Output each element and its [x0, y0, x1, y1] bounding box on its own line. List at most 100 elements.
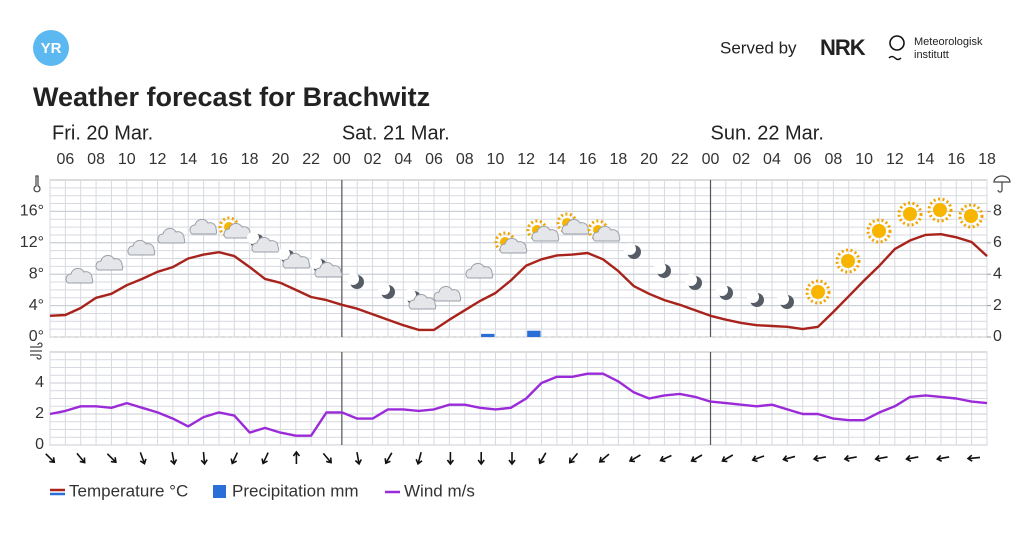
y-tick-label: 0 — [35, 436, 44, 453]
wind-arrow-shaft — [354, 451, 363, 466]
cloud-icon — [408, 293, 437, 310]
sun-icon — [835, 248, 861, 274]
cloud-icon — [189, 218, 218, 235]
served-by: Served by — [720, 38, 797, 57]
page-title: Weather forecast for Brachwitz — [33, 82, 430, 112]
x-tick-label: 08 — [824, 151, 842, 168]
moon-icon — [716, 284, 728, 296]
institute-name[interactable]: institutt — [914, 49, 949, 61]
cloud-icon — [465, 262, 494, 279]
wind-arrow-shaft — [170, 451, 178, 466]
wind-arrow-shaft — [812, 454, 827, 463]
cloud-icon — [65, 267, 94, 284]
data-line — [49, 233, 988, 332]
x-tick-label: 22 — [302, 151, 320, 168]
y-tick-label: 12° — [20, 234, 44, 251]
institute-logo[interactable] — [889, 35, 905, 51]
wind-arrow — [935, 454, 950, 463]
wind-arrow — [690, 454, 703, 463]
wind-arrow — [874, 454, 888, 463]
x-tick-label: 08 — [456, 151, 474, 168]
x-tick-label: 04 — [763, 151, 781, 168]
wind-arrow-shaft — [292, 450, 301, 464]
x-tick-label: 20 — [640, 151, 658, 168]
wind-arrow — [477, 452, 485, 466]
y-tick-label: 8° — [29, 265, 44, 282]
x-tick-label: 10 — [487, 151, 505, 168]
legend-label: Temperature °C — [69, 481, 188, 500]
y-tick-label: 4° — [29, 297, 44, 314]
x-tick-label: 16 — [579, 151, 597, 168]
wind-arrow — [966, 454, 981, 462]
wind-arrow — [139, 452, 147, 465]
y-tick-label: 16° — [20, 203, 44, 220]
cloud-icon — [499, 237, 528, 254]
x-tick-label: 10 — [118, 151, 136, 168]
partner-logo[interactable]: NRK — [820, 35, 867, 60]
day-label: Sun. 22 Mar. — [711, 122, 824, 144]
sun-icon — [958, 203, 984, 229]
cloud-icon — [127, 239, 156, 256]
cloud-icon — [592, 225, 621, 242]
x-tick-label: 12 — [517, 151, 535, 168]
wind-arrow-shaft — [721, 454, 734, 463]
y-tick-label: 2 — [35, 405, 44, 422]
wind-arrow-shaft — [45, 453, 56, 464]
sun-icon — [927, 197, 953, 223]
cloud-icon — [531, 225, 560, 242]
institute-name[interactable]: Meteorologisk — [914, 36, 983, 48]
x-tick-label: 16 — [947, 151, 965, 168]
wind-arrow-shaft — [415, 451, 423, 466]
wind-arrow-shaft — [446, 452, 455, 466]
sun-icon — [897, 201, 923, 227]
wind-arrow-shaft — [200, 451, 208, 466]
wind-arrow-shaft — [659, 454, 672, 463]
cloud-icon — [251, 236, 280, 253]
y-tick-label: 4 — [35, 374, 44, 391]
sun-icon — [811, 285, 825, 299]
wind-arrow — [568, 452, 579, 464]
wind-arrow-shaft — [935, 454, 950, 463]
logo[interactable] — [33, 30, 69, 66]
wind-arrow-shaft — [782, 455, 796, 463]
cloud-icon — [95, 254, 124, 271]
x-tick-label: 08 — [87, 151, 105, 168]
wind-arrow — [106, 453, 117, 464]
moon-icon — [624, 243, 636, 255]
y2-tick-label: 0 — [993, 328, 1002, 345]
x-tick-label: 16 — [210, 151, 228, 168]
x-tick-label: 06 — [56, 151, 74, 168]
moon-icon — [278, 248, 290, 260]
day-label: Sat. 21 Mar. — [342, 122, 450, 144]
wind-arrow — [598, 453, 610, 463]
wind-arrow-shaft — [538, 452, 547, 465]
sun-icon — [872, 224, 886, 238]
wind-arrow-shaft — [261, 452, 269, 465]
y-tick-label: 0° — [29, 328, 44, 345]
wind-arrow-shaft — [477, 452, 485, 466]
wind-arrow-shaft — [598, 453, 610, 463]
x-tick-label: 04 — [394, 151, 412, 168]
x-tick-label: 20 — [272, 151, 290, 168]
moon-icon — [347, 273, 359, 285]
wind-arrow — [843, 454, 857, 463]
moon-icon — [654, 262, 666, 274]
moon-icon — [378, 283, 390, 295]
legend-label: Precipitation mm — [232, 481, 359, 500]
moon-icon — [685, 274, 697, 286]
x-tick-label: 14 — [179, 151, 197, 168]
wind-arrow — [446, 452, 455, 466]
wind-arrow — [415, 451, 423, 466]
x-tick-label: 00 — [333, 151, 351, 168]
x-tick-label: 02 — [732, 151, 750, 168]
wind-arrow — [354, 451, 363, 466]
moon-icon — [310, 257, 322, 269]
data-line — [49, 372, 988, 437]
umbrella-icon — [993, 175, 1011, 193]
wind-arrow — [782, 455, 796, 463]
logo-text[interactable]: YR — [41, 40, 62, 57]
sun-icon — [964, 209, 978, 223]
moon-icon — [247, 232, 259, 244]
wind-arrow-shaft — [628, 454, 641, 463]
